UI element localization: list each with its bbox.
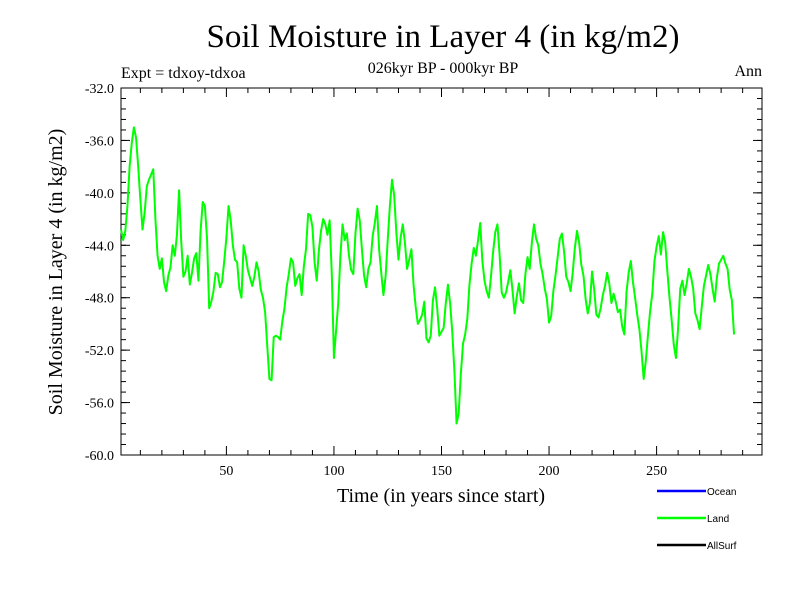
x-axis-label: Time (in years since start): [337, 485, 545, 507]
legend: Ocean Land AllSurf: [657, 487, 737, 552]
y-tick-label: -48.0: [85, 292, 114, 307]
y-tick-label: -32.0: [85, 82, 114, 97]
y-axis-label: Soil Moisture in Layer 4 (in kg/m2): [45, 129, 67, 416]
x-tick-label: 250: [646, 464, 667, 479]
y-tick-label: -56.0: [85, 397, 114, 412]
legend-label-allsurf: AllSurf: [707, 541, 737, 552]
x-tick-label: 150: [431, 464, 452, 479]
season-label: Ann: [734, 63, 762, 80]
x-tick-label: 200: [539, 464, 560, 479]
series-lines: [120, 126, 736, 425]
y-tick-label: -52.0: [85, 344, 114, 359]
y-tick-label: -36.0: [85, 134, 114, 149]
y-axis: -32.0 -36.0 -40.0 -44.0 -48.0 -52.0 -56.0 -60.0: [85, 82, 762, 464]
y-tick-label: -60.0: [85, 449, 114, 464]
y-tick-label: -40.0: [85, 187, 114, 202]
x-axis: 50 100 150 200 250: [139, 88, 744, 479]
chart-title: Soil Moisture in Layer 4 (in kg/m2): [207, 19, 680, 55]
x-tick-label: 50: [219, 464, 233, 479]
experiment-label: Expt = tdxoy-tdxoa: [121, 65, 246, 82]
x-tick-label: 100: [323, 464, 344, 479]
plot-frame: [120, 87, 763, 456]
series-line-land: [120, 126, 736, 425]
legend-label-land: Land: [707, 514, 729, 525]
legend-label-ocean: Ocean: [707, 487, 736, 498]
chart-subtitle: 026kyr BP - 000kyr BP: [368, 60, 519, 77]
y-tick-label: -44.0: [85, 239, 114, 254]
